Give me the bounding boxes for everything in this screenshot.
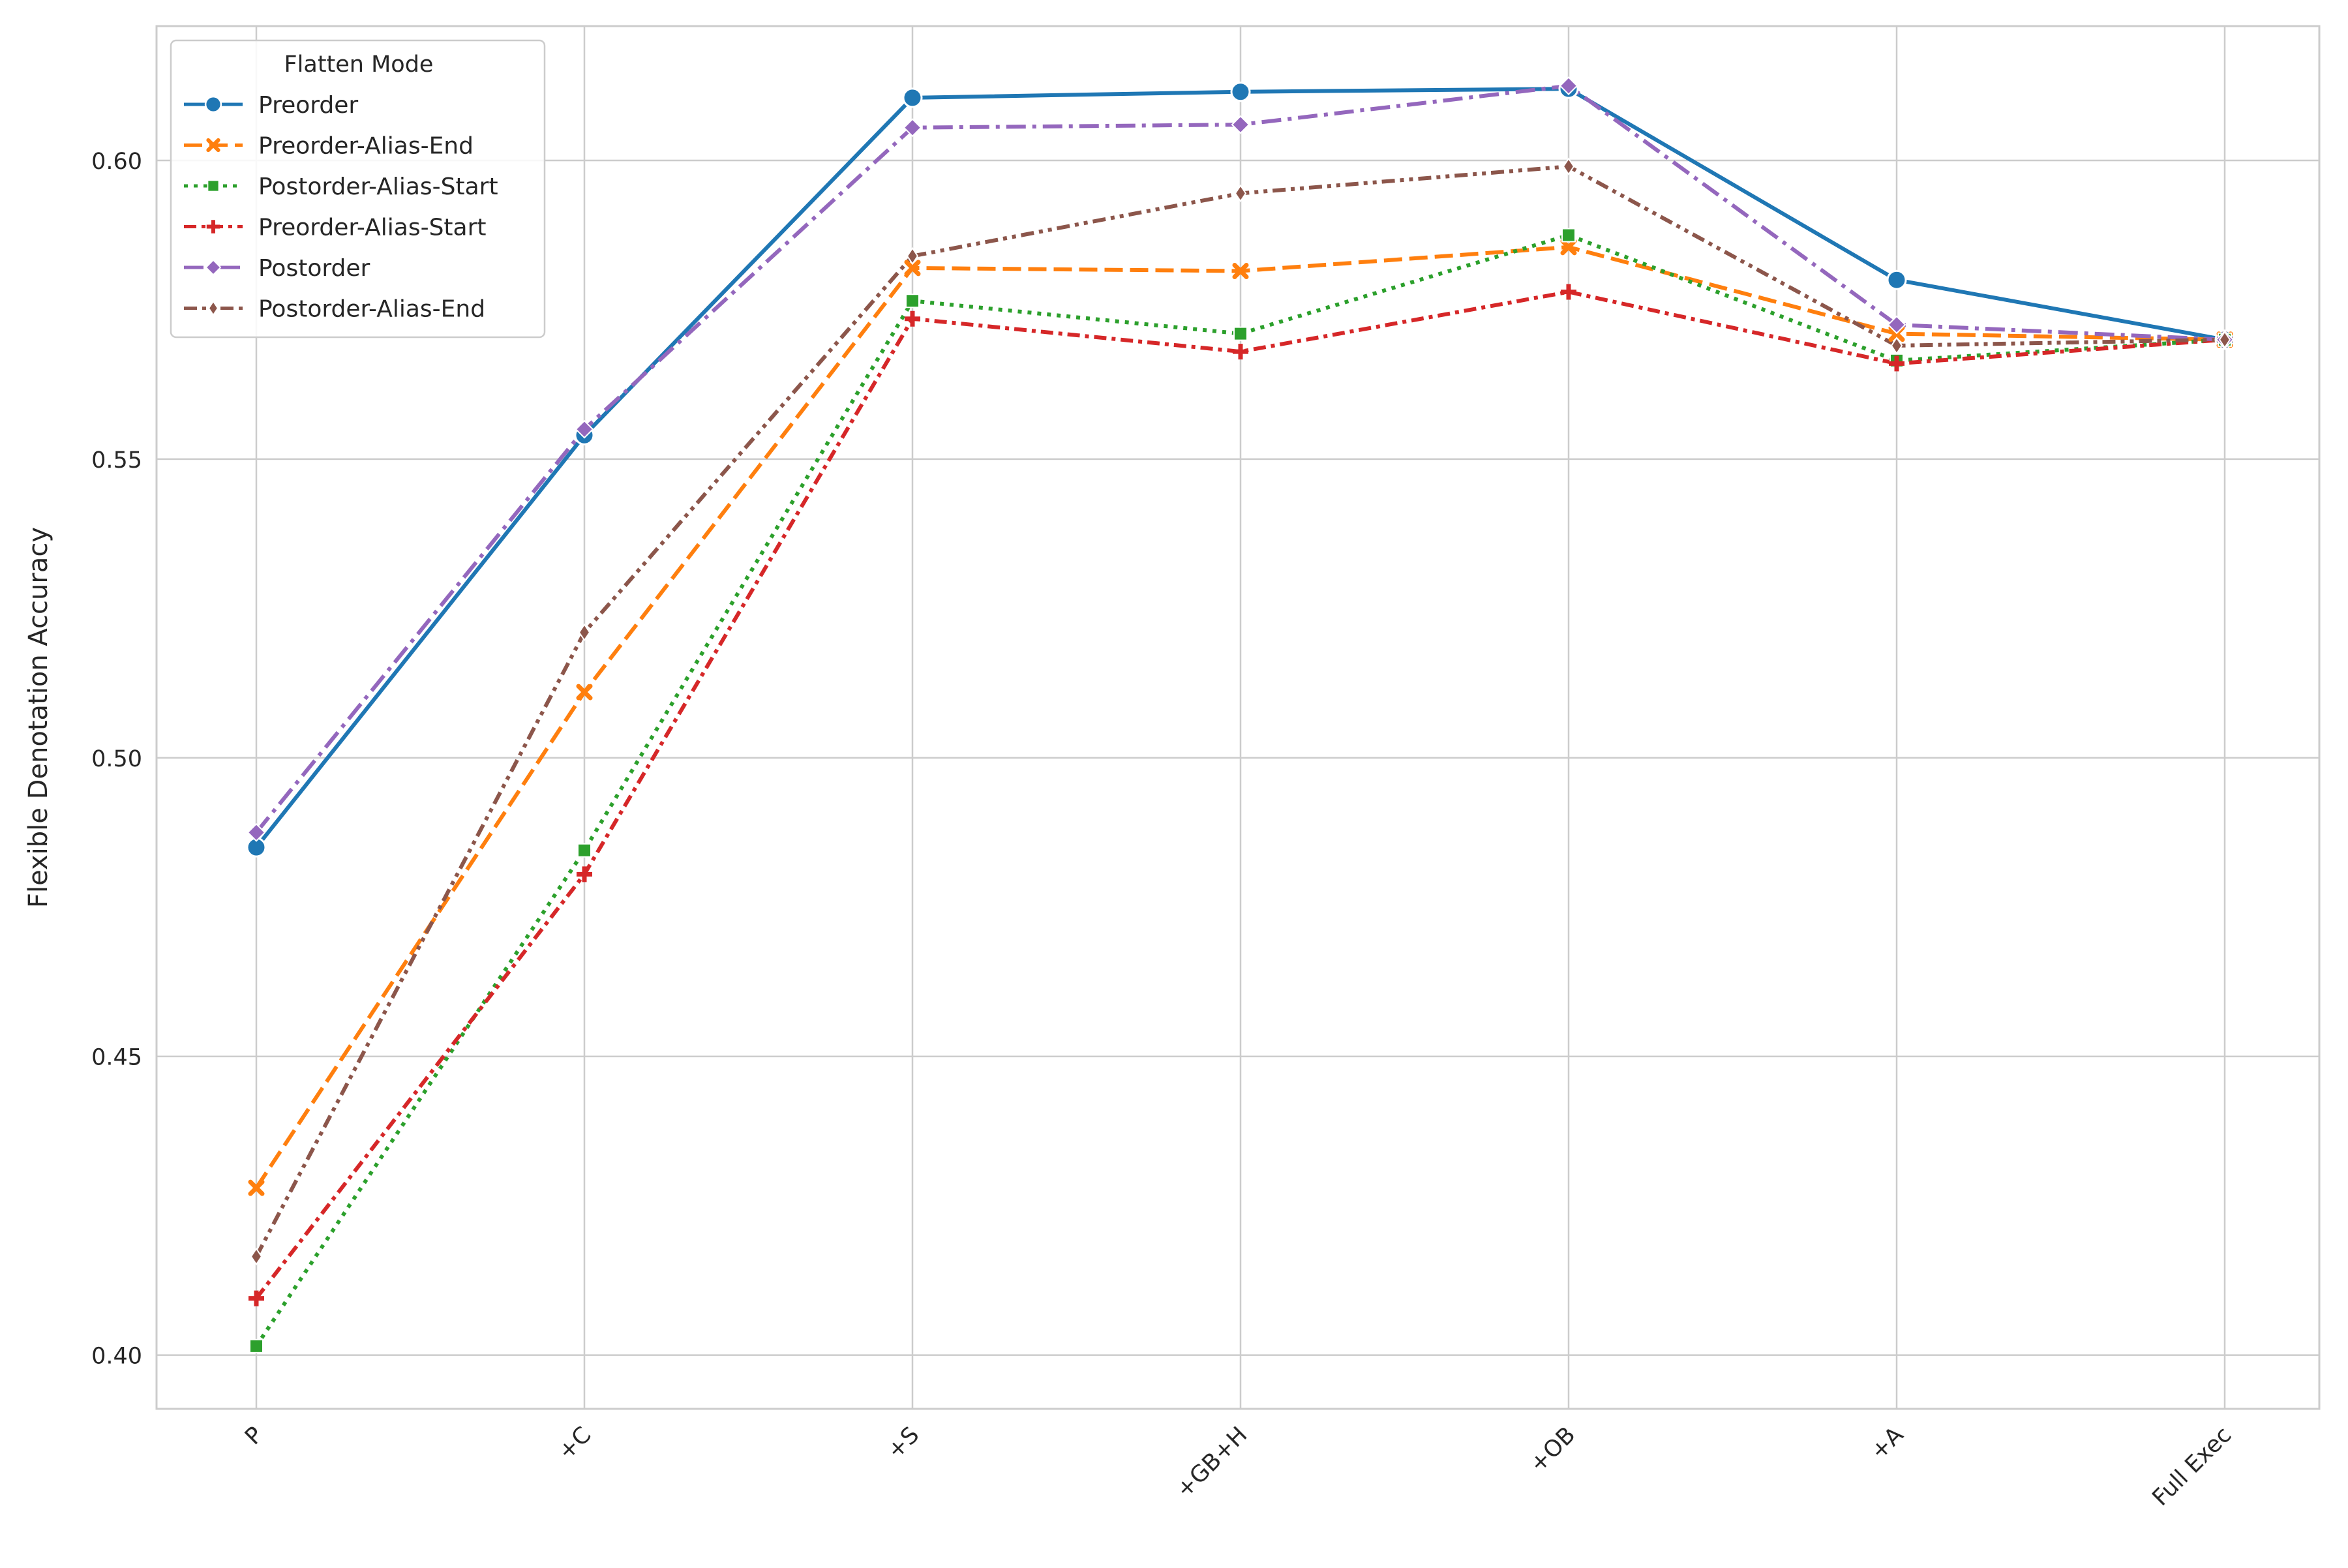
data-point-4: [1889, 355, 1904, 372]
legend-label: Preorder-Alias-End: [258, 133, 474, 160]
data-point-6: [2218, 330, 2231, 349]
legend-frame: [170, 39, 546, 339]
legend-title: Flatten Mode: [284, 52, 434, 78]
y-tick-label: 0.55: [91, 447, 142, 474]
data-point-3: [577, 843, 592, 858]
data-point-1: [1886, 269, 1907, 290]
data-point-3: [1561, 228, 1576, 243]
data-point-3: [905, 294, 920, 309]
data-point-2: [1560, 239, 1577, 256]
legend-label: Preorder-Alias-Start: [258, 215, 487, 241]
y-tick-label: 0.60: [91, 149, 142, 175]
data-point-6: [1234, 184, 1247, 203]
x-tick-label: +OB: [1525, 1422, 1580, 1477]
data-point-6: [1562, 157, 1575, 176]
data-point-3: [1233, 326, 1248, 341]
data-point-5: [575, 419, 594, 439]
data-point-5: [1559, 76, 1578, 95]
data-point-6: [1890, 337, 1903, 355]
data-point-2: [1232, 262, 1249, 279]
data-point-5: [903, 118, 922, 138]
legend-marker: [204, 95, 222, 113]
data-point-6: [250, 1247, 263, 1266]
legend: Flatten Mode Preorder Preorder-Alias-End P…: [170, 39, 546, 339]
legend-marker: [208, 300, 218, 316]
legend-label: Preorder: [258, 92, 358, 119]
legend-label: Postorder: [258, 255, 370, 282]
data-point-5: [1887, 315, 1906, 335]
data-point-4: [1561, 284, 1576, 300]
x-tick-label: Full Exec: [2148, 1422, 2237, 1511]
data-point-3: [249, 1338, 263, 1353]
y-tick-label: 0.45: [91, 1045, 142, 1071]
y-tick-label: 0.40: [91, 1344, 142, 1370]
x-tick-label: P: [240, 1422, 268, 1450]
legend-marker: [206, 138, 220, 153]
data-point-1: [1230, 82, 1251, 102]
data-point-4: [577, 866, 592, 882]
x-tick-label: +C: [553, 1422, 596, 1465]
series-markers: [246, 76, 2235, 1353]
data-point-5: [247, 822, 266, 842]
data-point-2: [904, 260, 921, 277]
data-point-2: [248, 1179, 265, 1196]
legend-label: Postorder-Alias-End: [258, 296, 485, 323]
data-point-1: [902, 87, 923, 108]
data-point-4: [1233, 344, 1248, 360]
plot-frame: [155, 25, 2321, 1410]
legend-marker: [205, 259, 222, 276]
x-tick-label: +GB+H: [1171, 1422, 1253, 1503]
legend-marker: [206, 220, 220, 234]
data-point-4: [248, 1290, 264, 1306]
x-tick-label: +A: [1865, 1422, 1908, 1465]
data-point-5: [1231, 115, 1250, 134]
legend-marker: [207, 179, 220, 192]
x-tick-label: +S: [882, 1422, 925, 1464]
y-tick-label: 0.50: [91, 746, 142, 772]
data-point-6: [578, 623, 591, 642]
data-point-6: [906, 247, 919, 265]
data-point-4: [905, 310, 920, 327]
legend-label: Postorder-Alias-Start: [258, 173, 498, 200]
data-point-2: [576, 684, 593, 701]
y-axis-label: Flexible Denotation Accuracy: [23, 527, 53, 908]
